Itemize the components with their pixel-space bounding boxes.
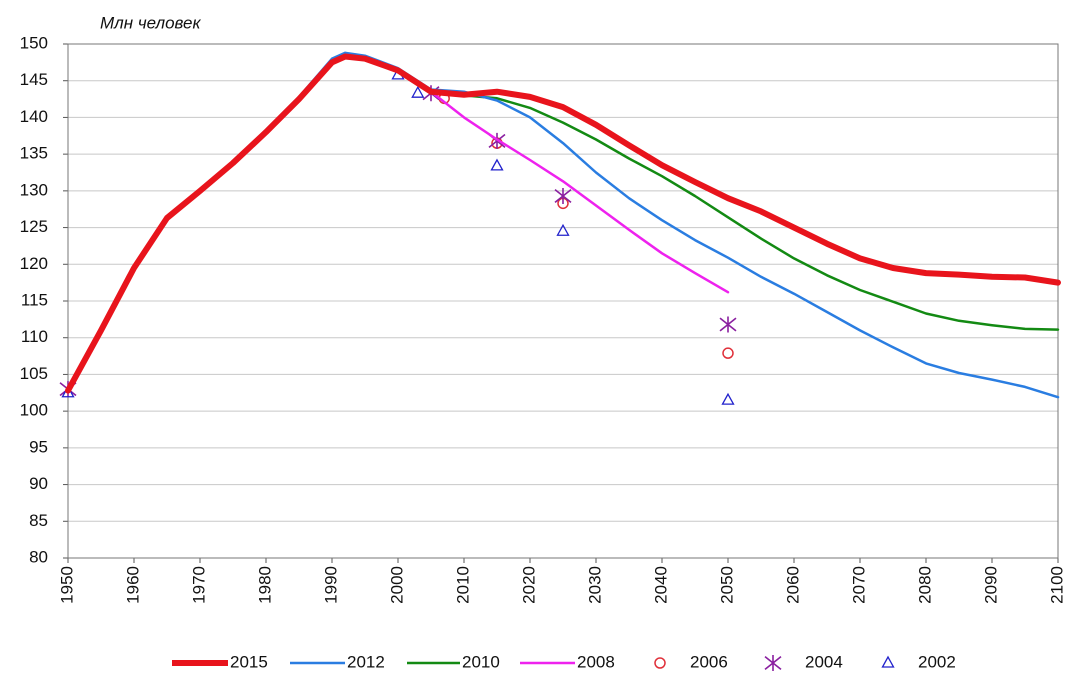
marker-triangle [881, 655, 895, 668]
x-tick-label: 2020 [519, 566, 538, 604]
marker-circle [722, 347, 734, 359]
y-tick-label: 125 [20, 217, 48, 236]
x-tick-label: 2030 [585, 566, 604, 604]
y-tick-label: 140 [20, 107, 48, 126]
legend-label: 2004 [805, 652, 843, 671]
x-tick-label: 2100 [1047, 566, 1065, 604]
marker-asterisk [554, 187, 572, 204]
x-tick-label: 2090 [981, 566, 1000, 604]
x-tick-label: 2000 [387, 566, 406, 604]
y-tick-label: 90 [29, 474, 48, 493]
legend-label: 2006 [690, 652, 728, 671]
marker-asterisk [719, 316, 737, 333]
x-tick-label: 1960 [123, 566, 142, 604]
x-tick-label: 2080 [915, 566, 934, 604]
x-tick-label: 2060 [783, 566, 802, 604]
marker-triangle [411, 85, 425, 98]
y-tick-label: 150 [20, 33, 48, 52]
marker-triangle [490, 158, 504, 171]
y-tick-label: 80 [29, 547, 48, 566]
y-tick-label: 95 [29, 437, 48, 456]
y-tick-label: 105 [20, 364, 48, 383]
legend-item: 2004 [764, 652, 843, 671]
plot-frame [67, 43, 1059, 559]
legend-label: 2002 [918, 652, 956, 671]
y-tick-label: 130 [20, 180, 48, 199]
legend-item: 2012 [290, 652, 385, 671]
y-tick-label: 100 [20, 401, 48, 420]
x-tick-label: 1980 [255, 566, 274, 604]
x-tick-label: 1990 [321, 566, 340, 604]
legend-item: 2008 [520, 652, 615, 671]
legend-label: 2015 [230, 652, 268, 671]
marker-triangle [721, 392, 735, 405]
marker-asterisk [764, 655, 782, 671]
marker-circle [654, 657, 666, 669]
y-tick-label: 135 [20, 144, 48, 163]
marker-triangle [556, 223, 570, 236]
x-tick-label: 2010 [453, 566, 472, 604]
legend-label: 2012 [347, 652, 385, 671]
y-tick-label: 120 [20, 254, 48, 273]
x-tick-label: 2070 [849, 566, 868, 604]
axis-unit-label: Млн человек [100, 13, 202, 32]
y-tick-label: 85 [29, 511, 48, 530]
legend-item: 2006 [654, 652, 728, 671]
x-tick-label: 1970 [189, 566, 208, 604]
x-tick-label: 2040 [651, 566, 670, 604]
y-tick-label: 145 [20, 70, 48, 89]
legend-label: 2008 [577, 652, 615, 671]
legend-item: 2015 [172, 652, 268, 671]
legend-item: 2010 [407, 652, 500, 671]
x-tick-label: 1950 [57, 566, 76, 604]
series-line [65, 53, 1061, 394]
x-tick-label: 2050 [717, 566, 736, 604]
y-tick-label: 110 [21, 327, 48, 346]
legend-item: 2002 [881, 652, 956, 671]
y-tick-label: 115 [21, 290, 48, 309]
legend-label: 2010 [462, 652, 500, 671]
series-line [429, 90, 1060, 331]
